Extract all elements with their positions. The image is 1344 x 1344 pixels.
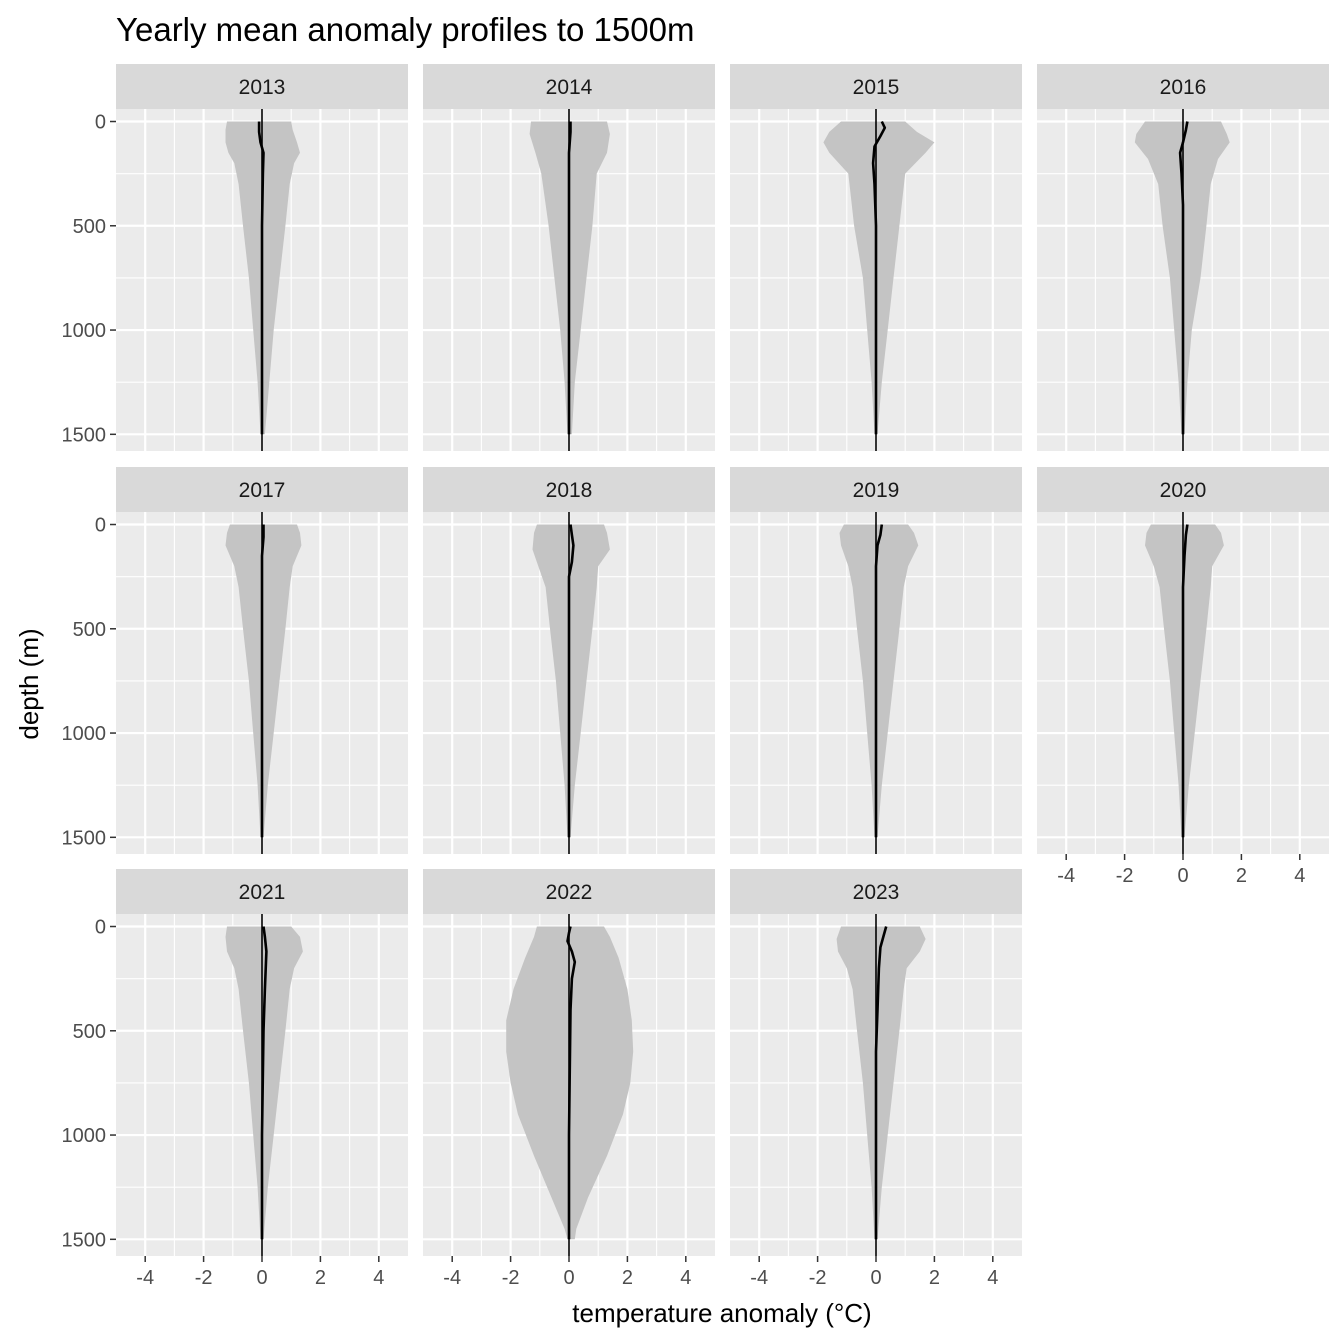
- spread-envelope: [839, 524, 919, 838]
- facet-strip-label: 2013: [239, 76, 286, 99]
- facet-strip-label: 2020: [1160, 479, 1207, 502]
- x-tick-label: 0: [256, 1267, 267, 1289]
- mean-profile-line: [257, 121, 265, 435]
- y-tick-label: 1000: [62, 1125, 107, 1147]
- spread-envelope: [823, 121, 935, 435]
- y-tick-label: 500: [73, 1021, 106, 1043]
- mean-profile-line: [871, 120, 887, 435]
- y-tick-label: 1000: [62, 723, 107, 745]
- y-tick-label: 0: [95, 515, 106, 537]
- mean-profile-line: [260, 524, 265, 838]
- facet-strip-label: 2022: [546, 881, 593, 904]
- y-tick-label: 1500: [62, 1229, 107, 1251]
- facet-panel-2021: 2021 0 500 1000 1500 -4 -2 0 2 4: [62, 869, 408, 1289]
- facet-strip: [730, 467, 1022, 512]
- y-tick-label: 0: [95, 112, 106, 134]
- x-tick-label: 2: [1236, 865, 1247, 887]
- facet-strip-label: 2023: [853, 881, 900, 904]
- x-tick-label: 4: [987, 1267, 998, 1289]
- y-axis-title: depth (m): [14, 628, 44, 739]
- mean-profile-line: [260, 926, 268, 1240]
- x-tick-label: 0: [563, 1267, 574, 1289]
- facet-strip: [730, 869, 1022, 914]
- panels: 2013 0 500 1000 1500 2014 2015 2016 2017 0 500 1000…: [62, 64, 1329, 1289]
- x-tick-label: -2: [809, 1267, 827, 1289]
- facet-panel-2015: 2015: [730, 64, 1022, 451]
- facet-panel-2013: 2013 0 500 1000 1500: [62, 64, 408, 451]
- x-tick-label: 4: [1294, 865, 1305, 887]
- facet-strip: [116, 869, 408, 914]
- mean-profile-line: [566, 926, 577, 1240]
- spread-envelope: [225, 926, 303, 1240]
- x-tick-label: -4: [443, 1267, 461, 1289]
- facet-strip: [423, 869, 715, 914]
- spread-envelope: [836, 926, 926, 1240]
- y-tick-label: 1500: [62, 424, 107, 446]
- mean-profile-line: [874, 524, 884, 838]
- facet-strip: [1037, 467, 1329, 512]
- facet-strip: [116, 467, 408, 512]
- x-tick-label: -4: [1057, 865, 1075, 887]
- facet-strip: [423, 64, 715, 109]
- facet-strip: [1037, 64, 1329, 109]
- x-tick-label: 4: [373, 1267, 384, 1289]
- facet-panel-2014: 2014: [423, 64, 715, 451]
- facet-panel-2020: 2020 -4 -2 0 2 4: [1037, 467, 1329, 887]
- facet-strip-label: 2021: [239, 881, 286, 904]
- facet-panel-2022: 2022 -4 -2 0 2 4: [423, 869, 715, 1289]
- x-tick-label: 2: [929, 1267, 940, 1289]
- x-tick-label: -2: [1116, 865, 1134, 887]
- facet-strip-label: 2019: [853, 479, 900, 502]
- spread-envelope: [225, 524, 302, 838]
- spread-envelope: [532, 524, 610, 838]
- mean-profile-line: [1181, 524, 1189, 838]
- y-tick-label: 500: [73, 216, 106, 238]
- x-tick-label: -2: [502, 1267, 520, 1289]
- facet-strip-label: 2016: [1160, 76, 1207, 99]
- x-axis-title: temperature anomaly (°C): [572, 1298, 871, 1328]
- mean-profile-line: [1178, 121, 1189, 435]
- facet-strip: [116, 64, 408, 109]
- chart-title: Yearly mean anomaly profiles to 1500m: [116, 11, 694, 48]
- x-tick-label: 2: [315, 1267, 326, 1289]
- mean-profile-line: [874, 926, 888, 1240]
- y-tick-label: 1000: [62, 320, 107, 342]
- facet-strip-label: 2017: [239, 479, 286, 502]
- x-tick-label: 0: [1177, 865, 1188, 887]
- facet-strip-label: 2015: [853, 76, 900, 99]
- x-tick-label: -4: [750, 1267, 768, 1289]
- facet-strip-label: 2018: [546, 479, 593, 502]
- y-tick-label: 1500: [62, 827, 107, 849]
- x-tick-label: -4: [136, 1267, 154, 1289]
- y-tick-label: 0: [95, 917, 106, 939]
- mean-profile-line: [567, 524, 575, 838]
- facet-panel-2016: 2016: [1037, 64, 1329, 451]
- x-tick-label: 2: [622, 1267, 633, 1289]
- facet-strip: [730, 64, 1022, 109]
- facet-panel-2019: 2019: [730, 467, 1022, 854]
- x-tick-label: 0: [870, 1267, 881, 1289]
- spread-envelope: [1145, 524, 1224, 838]
- facet-strip: [423, 467, 715, 512]
- mean-profile-line: [567, 121, 572, 435]
- x-tick-label: -2: [195, 1267, 213, 1289]
- facet-panel-2023: 2023 -4 -2 0 2 4: [730, 869, 1022, 1289]
- y-tick-label: 500: [73, 619, 106, 641]
- facet-panel-2018: 2018: [423, 467, 715, 854]
- facet-panel-2017: 2017 0 500 1000 1500: [62, 467, 408, 854]
- x-tick-label: 4: [680, 1267, 691, 1289]
- facet-strip-label: 2014: [546, 76, 593, 99]
